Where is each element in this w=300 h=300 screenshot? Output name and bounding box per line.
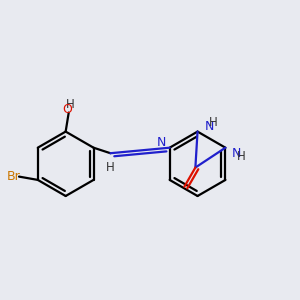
Text: N: N (157, 136, 167, 149)
Text: N: N (204, 120, 214, 133)
Text: H: H (106, 161, 115, 174)
Text: N: N (232, 147, 242, 160)
Text: O: O (63, 103, 72, 116)
Text: H: H (209, 116, 218, 129)
Text: H: H (237, 150, 246, 164)
Text: H: H (66, 98, 75, 111)
Text: Br: Br (7, 170, 21, 183)
